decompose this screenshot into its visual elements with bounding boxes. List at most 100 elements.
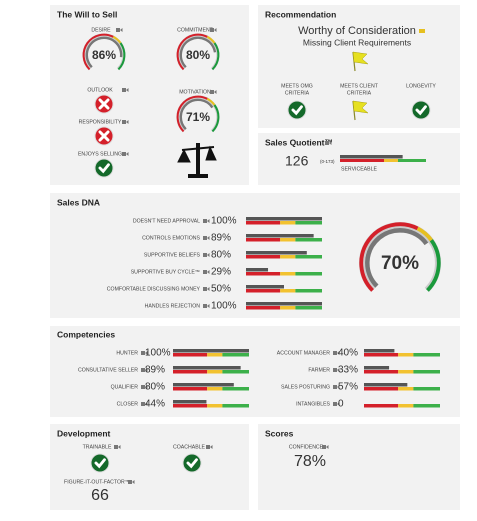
video-icon bbox=[128, 480, 135, 484]
section-title: Competencies bbox=[57, 329, 115, 339]
video-icon-body bbox=[114, 445, 118, 449]
quotient-bar bbox=[340, 155, 403, 159]
label: FARMER bbox=[308, 367, 330, 373]
bar-zone bbox=[222, 404, 249, 408]
video-icon-body bbox=[333, 351, 337, 355]
bar-zone bbox=[398, 404, 414, 408]
status-icon bbox=[182, 453, 202, 473]
video-icon-body bbox=[203, 236, 207, 240]
bar-zone bbox=[280, 272, 296, 276]
video-icon bbox=[203, 287, 210, 291]
bar-zone bbox=[207, 387, 223, 391]
label: OUTLOOK bbox=[87, 87, 113, 93]
label: COACHABLE bbox=[173, 444, 206, 450]
gauge-zone bbox=[211, 104, 220, 133]
section-title: Scores bbox=[265, 428, 294, 438]
label: INTANGIBLES bbox=[296, 401, 330, 407]
label: FIGURE-IT-OUT-FACTOR™ bbox=[64, 479, 130, 485]
video-icon-body bbox=[128, 480, 132, 484]
label: CONSULTATIVE SELLER bbox=[78, 367, 138, 373]
video-icon-body bbox=[203, 253, 207, 257]
factor-value: 66 bbox=[91, 487, 109, 504]
video-icon bbox=[206, 445, 213, 449]
video-icon-body bbox=[203, 304, 207, 308]
section-title: Development bbox=[57, 428, 111, 438]
label: CRITERIA bbox=[347, 90, 372, 96]
video-icon bbox=[203, 304, 210, 308]
bar-zone bbox=[295, 221, 322, 225]
video-icon bbox=[333, 368, 340, 372]
video-icon bbox=[203, 236, 210, 240]
gauge-zone bbox=[176, 33, 208, 71]
bar-zone bbox=[280, 221, 296, 225]
video-icon-lens bbox=[214, 90, 217, 94]
label: HANDLES REJECTION bbox=[145, 303, 201, 309]
gauge-label: 86% bbox=[92, 48, 116, 62]
gauge-zone bbox=[206, 35, 216, 44]
video-icon bbox=[141, 351, 148, 355]
video-icon-lens bbox=[210, 445, 213, 449]
label: CONTROLS EMOTIONS bbox=[142, 235, 200, 241]
video-icon bbox=[203, 219, 210, 223]
bar-zone bbox=[364, 370, 399, 374]
video-icon-body bbox=[333, 368, 337, 372]
video-icon bbox=[122, 88, 129, 92]
bar-value bbox=[246, 251, 307, 255]
gauge-zone bbox=[206, 97, 216, 106]
status-icon bbox=[94, 126, 114, 146]
bar-zone bbox=[207, 404, 223, 408]
video-icon-lens bbox=[145, 368, 148, 372]
row-value: 33% bbox=[338, 365, 358, 376]
status-icon bbox=[411, 100, 431, 120]
video-icon-lens bbox=[207, 304, 210, 308]
row-value: 44% bbox=[145, 399, 165, 410]
bar-value bbox=[173, 366, 241, 370]
label: ENJOYS SELLING bbox=[78, 151, 122, 157]
bar-value bbox=[173, 349, 249, 353]
bar-zone bbox=[246, 238, 281, 242]
video-icon-body bbox=[203, 219, 207, 223]
row-value: 89% bbox=[145, 365, 165, 376]
bar-zone bbox=[364, 387, 399, 391]
bar-zone bbox=[364, 353, 399, 357]
video-icon bbox=[210, 90, 217, 94]
video-icon bbox=[141, 368, 148, 372]
bar-zone bbox=[280, 306, 296, 310]
video-icon-lens bbox=[118, 445, 121, 449]
video-icon-lens bbox=[126, 88, 129, 92]
bar-zone bbox=[295, 238, 322, 242]
video-icon-body bbox=[333, 385, 337, 389]
label: LONGEVITY bbox=[406, 83, 436, 89]
status-icon bbox=[352, 100, 369, 121]
bar-zone bbox=[246, 255, 281, 259]
label: QUALIFIER bbox=[111, 384, 139, 390]
row-value: 29% bbox=[211, 267, 231, 278]
gauge-value bbox=[179, 36, 217, 69]
gauge-zone bbox=[117, 42, 126, 71]
video-icon-lens bbox=[132, 480, 135, 484]
label: CLOSER bbox=[117, 401, 139, 407]
bar-zone bbox=[295, 289, 322, 293]
bar-value bbox=[246, 217, 322, 221]
status-icon bbox=[287, 100, 307, 120]
video-icon bbox=[333, 402, 340, 406]
bar-value bbox=[173, 400, 207, 404]
icon-glyph bbox=[415, 105, 427, 116]
bar-value bbox=[364, 366, 390, 370]
row-value: 80% bbox=[211, 250, 231, 261]
bar-zone bbox=[246, 221, 281, 225]
gauge-value bbox=[179, 98, 214, 131]
bar-zone bbox=[280, 238, 296, 242]
video-icon bbox=[122, 152, 129, 156]
bar-zone bbox=[398, 387, 414, 391]
icon-glyph bbox=[98, 98, 110, 110]
bar-zone bbox=[173, 353, 208, 357]
row-value: 100% bbox=[211, 216, 237, 227]
video-icon-lens bbox=[145, 385, 148, 389]
bar-zone bbox=[398, 353, 414, 357]
label: ACCOUNT MANAGER bbox=[277, 350, 330, 356]
bar-zone bbox=[222, 370, 249, 374]
video-icon-lens bbox=[337, 385, 340, 389]
video-icon-lens bbox=[337, 402, 340, 406]
